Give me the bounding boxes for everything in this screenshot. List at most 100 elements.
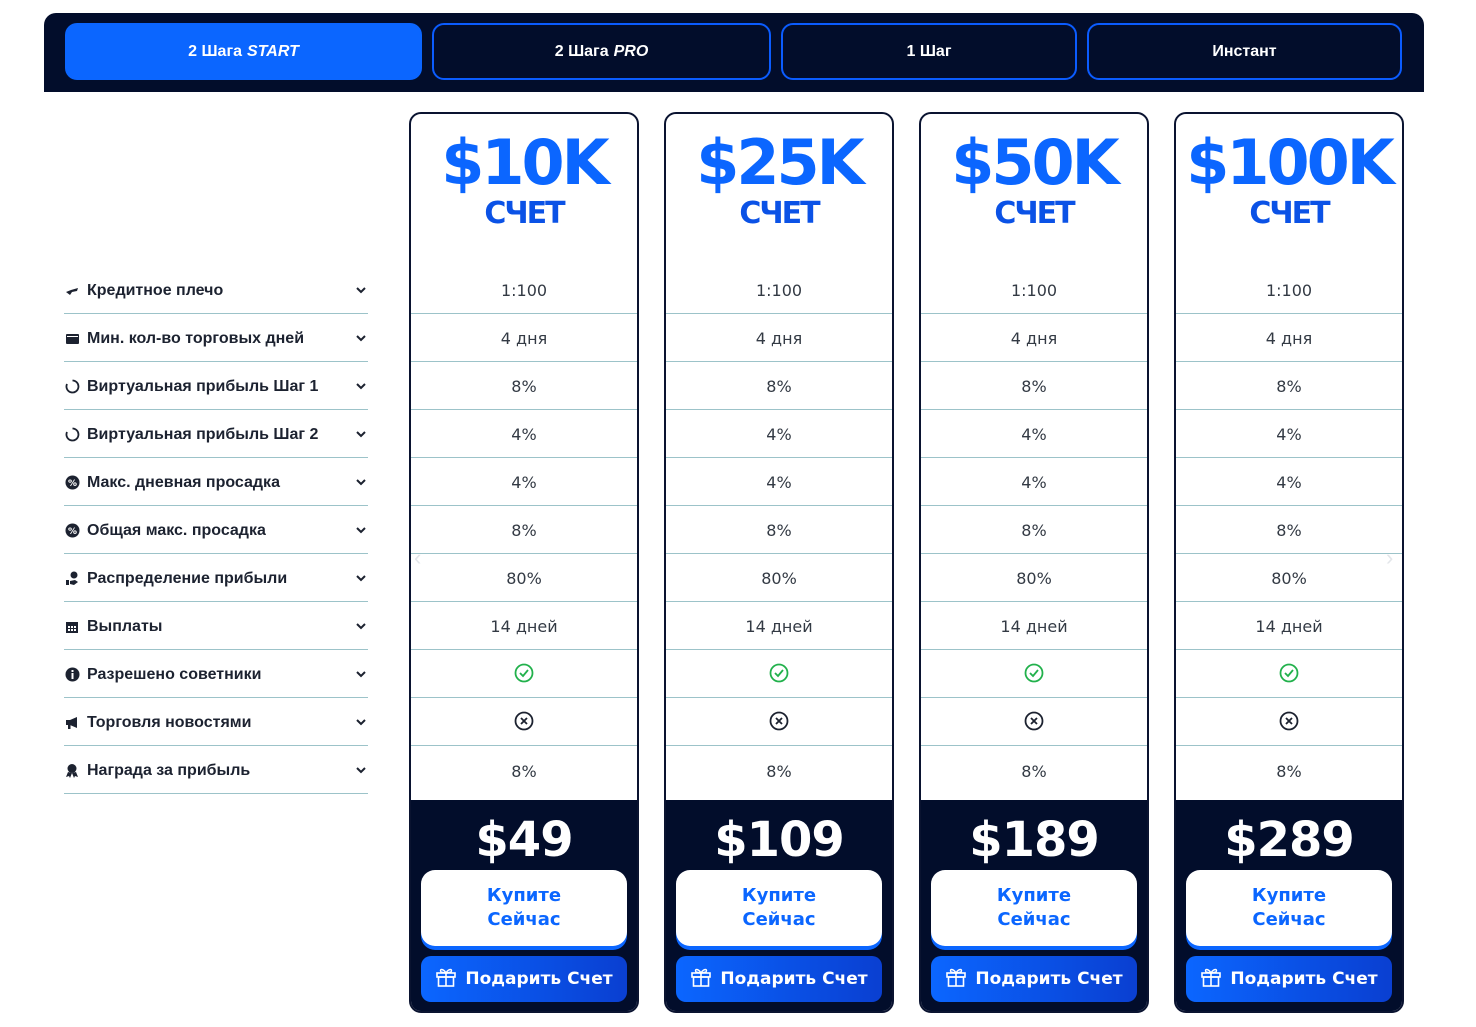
info-icon — [64, 667, 80, 683]
plan-footer: $49 Купите Сейчас Подарить Счет — [411, 800, 637, 1011]
tab-2-step-pro[interactable]: 2 Шага PRO — [432, 23, 771, 80]
plan-value-cell: 8% — [766, 761, 792, 781]
buy-now-button[interactable]: Купите Сейчас — [1186, 870, 1392, 946]
feature-list: Кредитное плечо Мин. кол-во торговых дне… — [64, 266, 368, 794]
gift-icon — [435, 967, 457, 992]
award-icon — [64, 763, 80, 779]
plan-value-cell: 8% — [666, 506, 892, 554]
gift-account-button[interactable]: Подарить Счет — [931, 956, 1137, 1002]
chevron-down-icon — [354, 764, 368, 778]
plan-value-cell: 4% — [921, 458, 1147, 506]
feature-min-trading-days[interactable]: Мин. кол-во торговых дней — [64, 314, 368, 362]
plan-account-label: СЧЕТ — [484, 196, 565, 231]
tab-label: Инстант — [1212, 42, 1277, 60]
plan-value-cell: 4% — [411, 458, 637, 506]
gift-account-button[interactable]: Подарить Счет — [676, 956, 882, 1002]
plan-value-cell: 4 дня — [921, 314, 1147, 362]
gift-account-label: Подарить Счет — [1230, 969, 1378, 989]
spinner-icon — [64, 379, 80, 395]
buy-now-label: Купите Сейчас — [486, 885, 562, 930]
feature-news-trading[interactable]: Торговля новостями — [64, 698, 368, 746]
tab-label: 2 Шага — [554, 42, 609, 60]
plan-value-cell: 4% — [1176, 410, 1402, 458]
feature-max-daily-drawdown[interactable]: % Макс. дневная просадка — [64, 458, 368, 506]
plan-value-cell — [411, 698, 637, 746]
tab-label-em: PRO — [613, 42, 649, 60]
buy-now-label: Купите Сейчас — [741, 885, 817, 930]
plan-value-cell — [666, 650, 892, 698]
plan-value-cell: 4% — [411, 410, 637, 458]
cross-circle-icon — [769, 711, 789, 735]
plan-value-cell: 4 дня — [411, 314, 637, 362]
plan-value-cell: 8% — [1176, 506, 1402, 554]
plan-value-cell: 14 дней — [666, 602, 892, 650]
plan-value-cell: 8% — [1276, 761, 1302, 781]
plan-value-cell — [921, 698, 1147, 746]
gift-account-button[interactable]: Подарить Счет — [1186, 956, 1392, 1002]
plan-value-cell: 8% — [411, 362, 637, 410]
hand-coin-icon — [64, 571, 80, 587]
tab-label: 1 Шаг — [906, 42, 952, 60]
chevron-down-icon — [354, 668, 368, 682]
feature-payouts[interactable]: Выплаты — [64, 602, 368, 650]
feature-profit-split[interactable]: Распределение прибыли — [64, 554, 368, 602]
plan-value-cell: 4 дня — [1176, 314, 1402, 362]
feature-experts-allowed[interactable]: Разрешено советники — [64, 650, 368, 698]
plan-amount: $25K — [696, 126, 864, 199]
chevron-down-icon — [354, 380, 368, 394]
plan-value-cell: 14 дней — [1176, 602, 1402, 650]
plan-value-cell: 8% — [921, 362, 1147, 410]
plan-footer: $109 Купите Сейчас Подарить Счет — [666, 800, 892, 1011]
plan-footer: $289 Купите Сейчас Подарить Счет — [1176, 800, 1402, 1011]
gift-account-label: Подарить Счет — [975, 969, 1123, 989]
feature-virtual-profit-step1[interactable]: Виртуальная прибыль Шаг 1 — [64, 362, 368, 410]
chevron-down-icon — [354, 476, 368, 490]
gift-account-label: Подарить Счет — [720, 969, 868, 989]
buy-now-button[interactable]: Купите Сейчас — [676, 870, 882, 946]
plan-value-cell: 80% — [1176, 554, 1402, 602]
buy-now-button[interactable]: Купите Сейчас — [931, 870, 1137, 946]
plan-values: 1:100 4 дня 8% 4% 4% 8% 80% 14 дней 8% — [666, 266, 892, 794]
plan-value-cell: 1:100 — [666, 266, 892, 314]
tab-instant[interactable]: Инстант — [1087, 23, 1402, 80]
plan-value-cell: 1:100 — [411, 266, 637, 314]
plan-amount: $100K — [1186, 126, 1395, 199]
chevron-down-icon — [354, 284, 368, 298]
plan-value-cell: 8% — [411, 506, 637, 554]
plan-value-cell — [411, 650, 637, 698]
plan-card-0: $10K СЧЕТ 1:100 4 дня 8% 4% 4% 8% 80% 14 дней 8%… — [409, 112, 639, 1013]
carousel-next-icon[interactable]: › — [1386, 545, 1394, 570]
plan-value-cell: 14 дней — [411, 602, 637, 650]
calendar-icon — [64, 619, 80, 635]
feature-profit-reward[interactable]: Награда за прибыль — [64, 746, 368, 794]
buy-now-button[interactable]: Купите Сейчас — [421, 870, 627, 946]
percent-icon: % — [64, 475, 80, 491]
plan-price: $189 — [969, 812, 1100, 868]
tab-2-step-start[interactable]: 2 Шага START — [65, 23, 422, 80]
feature-virtual-profit-step2[interactable]: Виртуальная прибыль Шаг 2 — [64, 410, 368, 458]
plan-footer: $189 Купите Сейчас Подарить Счет — [921, 800, 1147, 1011]
plan-amount: $50K — [951, 126, 1119, 199]
wallet-icon — [64, 331, 80, 347]
carousel-prev-icon[interactable]: ‹ — [414, 545, 422, 570]
plan-value-cell: 1:100 — [921, 266, 1147, 314]
gift-icon — [1200, 967, 1222, 992]
plan-values: 1:100 4 дня 8% 4% 4% 8% 80% 14 дней 8% — [411, 266, 637, 794]
spinner-icon — [64, 427, 80, 443]
feature-total-max-drawdown[interactable]: % Общая макс. просадка — [64, 506, 368, 554]
plan-value-cell: 8% — [921, 506, 1147, 554]
plan-value-cell: 80% — [921, 554, 1147, 602]
plan-price: $49 — [475, 812, 573, 868]
chevron-down-icon — [354, 332, 368, 346]
check-circle-icon — [769, 663, 789, 687]
cross-circle-icon — [1024, 711, 1044, 735]
plan-value-cell: 80% — [666, 554, 892, 602]
plan-account-label: СЧЕТ — [739, 196, 820, 231]
chevron-down-icon — [354, 428, 368, 442]
plan-value-cell: 4% — [666, 410, 892, 458]
feature-leverage[interactable]: Кредитное плечо — [64, 266, 368, 314]
tab-1-step[interactable]: 1 Шаг — [781, 23, 1077, 80]
hand-icon — [64, 283, 80, 299]
gift-account-button[interactable]: Подарить Счет — [421, 956, 627, 1002]
plan-value-cell: 80% — [411, 554, 637, 602]
